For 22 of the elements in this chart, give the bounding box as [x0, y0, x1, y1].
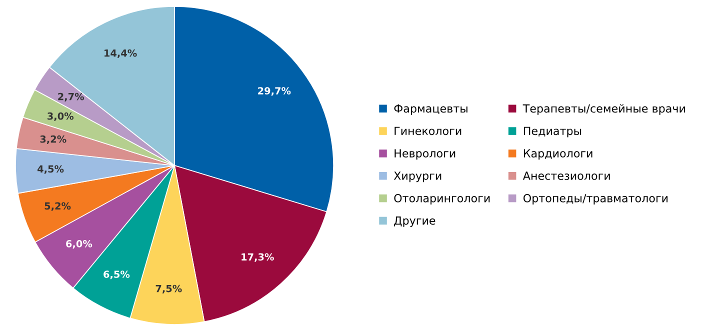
data-label: 6,5%	[104, 270, 130, 280]
legend-label: Отоларингологи	[394, 194, 490, 205]
data-label: 3,0%	[48, 112, 74, 122]
data-label: 29,7%	[258, 87, 291, 96]
legend-label: Педиатры	[524, 126, 582, 138]
data-label: 4,5%	[38, 165, 64, 174]
data-label: 14,4%	[104, 49, 137, 58]
legend-label: Кардиологи	[524, 149, 592, 160]
legend-label: Хирурги	[394, 172, 442, 182]
legend-label: Фармацевты	[394, 104, 468, 115]
legend-label: Другие	[394, 216, 436, 227]
legend-label: Анестезиологи	[522, 172, 610, 180]
data-label: 7,5%	[156, 284, 182, 294]
legend-label: Неврологи	[394, 149, 456, 160]
data-label: 6,0%	[66, 240, 92, 249]
data-label: 5,2%	[44, 202, 71, 211]
data-label: 2,7%	[58, 92, 84, 102]
data-label: 17,3%	[242, 253, 274, 262]
legend-label: Ортопеды/травматологи	[523, 194, 668, 205]
legend-label: Терапевты/семейные врачи	[522, 104, 685, 115]
legend-label: Гинекологи	[394, 126, 462, 136]
data-label: 3,2%	[40, 135, 66, 144]
